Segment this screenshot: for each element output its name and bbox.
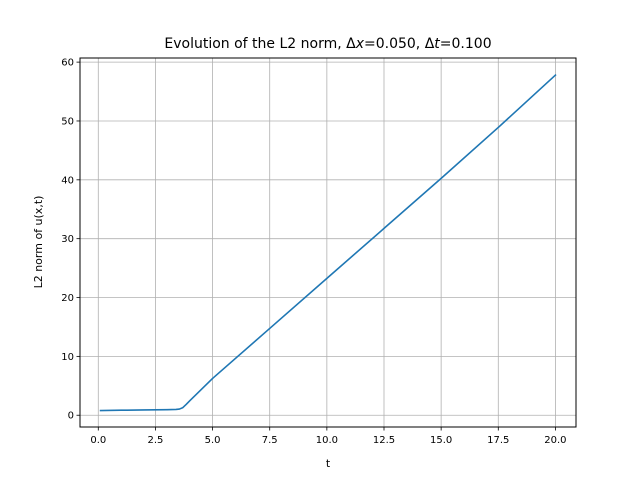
series-line [99,73,557,412]
x-tick-label: 0.0 [90,435,106,446]
y-tick-label: 40 [61,175,74,186]
grid-lines [80,58,576,427]
y-tick-label: 60 [61,58,74,69]
x-tick-label: 15.0 [430,435,452,446]
x-tick-label: 2.5 [147,435,163,446]
x-tick-label: 12.5 [373,435,395,446]
x-tick-label: 7.5 [262,435,278,446]
axis-ticks: 0.0 2.5 5.0 7.5 10.0 12.5 15.0 17.5 20.0 0 10 20 30 4… [61,58,566,446]
x-tick-label: 10.0 [316,435,338,446]
series-layer [99,73,557,412]
y-tick-label: 10 [61,352,74,363]
y-tick-label: 0 [68,411,74,422]
x-axis-label: t [326,457,331,470]
y-tick-label: 20 [61,293,74,304]
x-tick-label: 20.0 [544,435,566,446]
x-tick-label: 5.0 [205,435,221,446]
plot-frame [79,57,577,428]
x-tick-label: 17.5 [487,435,509,446]
y-axis-label: L2 norm of u(x,t) [32,196,45,289]
chart-title: Evolution of the L2 norm, Δx=0.050, Δt=0… [164,36,491,52]
y-tick-label: 30 [61,234,74,245]
y-tick-label: 50 [61,116,74,127]
